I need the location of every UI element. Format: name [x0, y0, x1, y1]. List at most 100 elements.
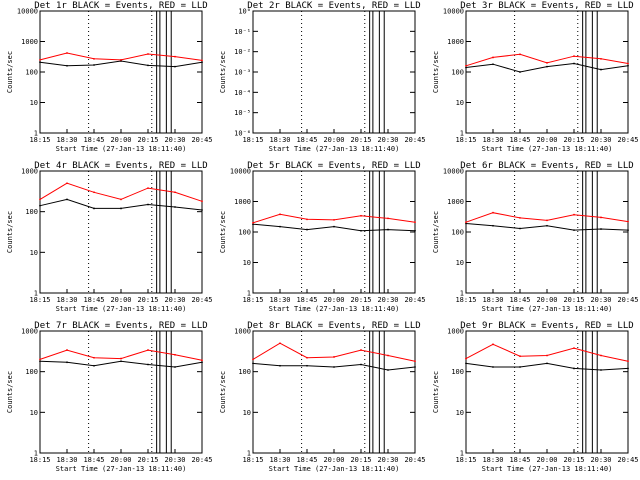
data-point: [546, 65, 548, 68]
data-point: [492, 366, 494, 368]
plot-frame: [465, 170, 629, 294]
data-point: [279, 364, 281, 367]
x-tick-label: 20:45: [404, 456, 425, 464]
y-tick-label: 10000: [443, 8, 464, 16]
x-tick-label: 20:30: [590, 136, 611, 144]
series-line-lld: [465, 343, 629, 362]
plot-frame: [252, 170, 416, 294]
x-tick-label: 20:15: [350, 136, 371, 144]
data-point: [120, 360, 122, 363]
y-tick-label: 1: [34, 450, 38, 458]
x-tick-label: 18:15: [455, 456, 476, 464]
data-point: [387, 217, 389, 220]
y-tick-label: 10000: [443, 168, 464, 176]
y-tick-label: 10⁰: [238, 8, 251, 16]
data-point: [519, 366, 521, 368]
y-tick-label: 10000: [230, 168, 251, 176]
panel-title: Det 5r BLACK = Events, RED = LLD: [247, 161, 420, 171]
panel-title: Det 9r BLACK = Events, RED = LLD: [460, 321, 633, 331]
plot-frame: [39, 330, 203, 454]
y-tick-label: 1: [460, 130, 464, 138]
data-point: [627, 220, 629, 223]
panel-2: Det 2r BLACK = Events, RED = LLD 10⁻⁶ 10⁻⁵…: [219, 1, 426, 153]
data-point: [333, 218, 335, 221]
data-point: [465, 64, 467, 67]
data-point: [627, 62, 629, 65]
y-tick-label: 1000: [21, 168, 38, 176]
y-tick-label: 10: [30, 249, 38, 257]
data-point: [600, 354, 602, 357]
data-point: [546, 61, 548, 64]
series-line-lld: [252, 342, 416, 362]
x-tick-label: 20:30: [164, 456, 185, 464]
panel-title: Det 2r BLACK = Events, RED = LLD: [247, 1, 420, 11]
x-axis-label: Start Time (27-Jan-13 18:11:40): [269, 305, 400, 313]
data-point: [93, 364, 95, 367]
x-axis-label: Start Time (27-Jan-13 18:11:40): [56, 145, 187, 153]
data-point: [573, 213, 575, 216]
data-point: [174, 191, 176, 194]
x-tick-label: 20:30: [164, 136, 185, 144]
x-tick-label: 18:45: [296, 296, 317, 304]
x-tick-label: 20:15: [137, 136, 158, 144]
y-tick-label: 10⁻³: [234, 69, 251, 77]
y-tick-label: 1000: [447, 328, 464, 336]
x-tick-label: 20:00: [536, 456, 557, 464]
data-point: [39, 58, 41, 61]
x-tick-label: 20:30: [590, 456, 611, 464]
data-point: [600, 369, 602, 371]
x-tick-label: 20:30: [377, 456, 398, 464]
data-point: [39, 198, 41, 201]
data-point: [333, 366, 335, 368]
x-tick-label: 18:15: [455, 296, 476, 304]
data-point: [120, 198, 122, 201]
data-point: [39, 61, 41, 64]
data-point: [66, 349, 68, 351]
x-tick-label: 20:15: [350, 456, 371, 464]
x-tick-label: 20:45: [617, 456, 638, 464]
data-point: [174, 353, 176, 356]
y-axis-label: Counts/sec: [219, 211, 227, 253]
x-tick-label: 20:30: [590, 296, 611, 304]
y-tick-label: 1: [247, 450, 251, 458]
data-point: [120, 207, 122, 210]
data-point: [465, 357, 467, 360]
y-tick-label: 10000: [17, 8, 38, 16]
data-point: [66, 52, 68, 54]
plot-frame: [465, 330, 629, 454]
data-point: [66, 198, 68, 201]
y-axis-label: Counts/sec: [6, 51, 14, 93]
x-tick-label: 20:45: [404, 296, 425, 304]
panel-title: Det 4r BLACK = Events, RED = LLD: [34, 161, 207, 171]
data-point: [546, 362, 548, 365]
data-point: [492, 56, 494, 59]
series-line-lld: [252, 213, 416, 224]
x-tick-label: 20:45: [191, 296, 212, 304]
data-point: [465, 221, 467, 224]
data-point: [414, 221, 416, 224]
data-point: [360, 214, 362, 217]
data-point: [306, 364, 308, 367]
data-point: [546, 354, 548, 357]
x-tick-label: 20:15: [563, 456, 584, 464]
y-tick-label: 10: [243, 409, 251, 417]
data-point: [573, 62, 575, 65]
data-point: [465, 222, 467, 225]
y-tick-label: 100: [25, 368, 38, 376]
data-point: [573, 229, 575, 232]
x-tick-label: 20:00: [110, 136, 131, 144]
data-point: [252, 358, 254, 361]
plot-frame: [39, 10, 203, 134]
x-tick-label: 18:30: [56, 296, 77, 304]
x-tick-label: 18:30: [482, 296, 503, 304]
data-point: [573, 55, 575, 58]
x-tick-label: 20:00: [323, 296, 344, 304]
x-tick-label: 20:00: [110, 296, 131, 304]
y-tick-label: 1: [247, 290, 251, 298]
y-axis-label: Counts/sec: [432, 51, 440, 93]
data-point: [39, 360, 41, 363]
x-tick-label: 18:45: [509, 136, 530, 144]
panel-title: Det 7r BLACK = Events, RED = LLD: [34, 321, 207, 331]
y-tick-label: 10: [456, 259, 464, 267]
